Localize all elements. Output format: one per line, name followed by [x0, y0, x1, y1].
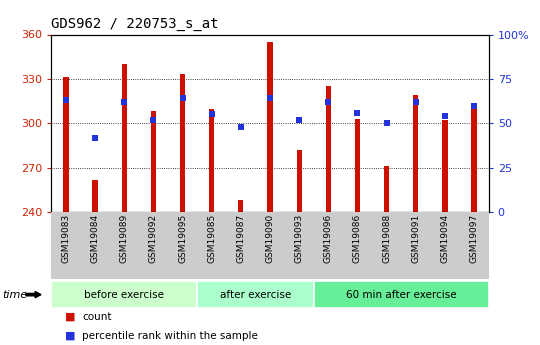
- Bar: [63, 77, 69, 212]
- Text: GSM19091: GSM19091: [411, 214, 420, 263]
- Text: GSM19086: GSM19086: [353, 214, 362, 263]
- Bar: [151, 111, 156, 212]
- Text: count: count: [82, 312, 112, 322]
- Text: GSM19093: GSM19093: [295, 214, 303, 263]
- Bar: [442, 120, 448, 212]
- Bar: [122, 64, 127, 212]
- Bar: [384, 166, 389, 212]
- Text: GSM19089: GSM19089: [120, 214, 129, 263]
- Bar: [355, 119, 360, 212]
- Bar: [296, 150, 302, 212]
- Bar: [413, 95, 418, 212]
- Text: GDS962 / 220753_s_at: GDS962 / 220753_s_at: [51, 17, 219, 31]
- Text: GSM19095: GSM19095: [178, 214, 187, 263]
- Bar: [238, 200, 244, 212]
- Bar: [209, 109, 214, 212]
- Text: GSM19084: GSM19084: [91, 214, 99, 263]
- Text: before exercise: before exercise: [84, 290, 164, 299]
- Bar: [180, 75, 185, 212]
- Text: GSM19085: GSM19085: [207, 214, 216, 263]
- Text: GSM19097: GSM19097: [470, 214, 478, 263]
- Text: GSM19087: GSM19087: [237, 214, 245, 263]
- Text: ■: ■: [65, 331, 75, 341]
- Text: GSM19096: GSM19096: [324, 214, 333, 263]
- Text: GSM19094: GSM19094: [441, 214, 449, 263]
- Bar: [326, 86, 331, 212]
- Text: 60 min after exercise: 60 min after exercise: [346, 290, 456, 299]
- Bar: [471, 109, 477, 212]
- Text: after exercise: after exercise: [220, 290, 291, 299]
- Text: percentile rank within the sample: percentile rank within the sample: [82, 331, 258, 341]
- Bar: [92, 180, 98, 212]
- Text: GSM19092: GSM19092: [149, 214, 158, 263]
- Text: GSM19090: GSM19090: [266, 214, 274, 263]
- Text: ■: ■: [65, 312, 75, 322]
- Text: GSM19083: GSM19083: [62, 214, 70, 263]
- Text: GSM19088: GSM19088: [382, 214, 391, 263]
- Text: time: time: [3, 290, 28, 299]
- Bar: [267, 42, 273, 212]
